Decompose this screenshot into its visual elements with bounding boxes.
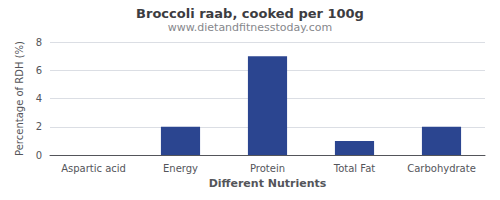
svg-text:8: 8 — [36, 37, 42, 48]
svg-text:Total Fat: Total Fat — [333, 163, 375, 174]
svg-text:Carbohydrate: Carbohydrate — [407, 163, 476, 174]
svg-text:4: 4 — [36, 93, 42, 104]
svg-text:6: 6 — [36, 65, 42, 76]
svg-text:www.dietandfitnesstoday.com: www.dietandfitnesstoday.com — [168, 21, 332, 34]
svg-text:Percentage of RDH (%): Percentage of RDH (%) — [14, 41, 25, 156]
svg-text:Energy: Energy — [163, 163, 198, 174]
svg-text:Protein: Protein — [250, 163, 285, 174]
svg-text:Aspartic acid: Aspartic acid — [61, 163, 126, 174]
svg-text:Broccoli raab, cooked per 100g: Broccoli raab, cooked per 100g — [136, 6, 364, 21]
svg-text:0: 0 — [36, 150, 42, 161]
svg-text:Different Nutrients: Different Nutrients — [209, 177, 327, 190]
svg-text:2: 2 — [36, 121, 42, 132]
